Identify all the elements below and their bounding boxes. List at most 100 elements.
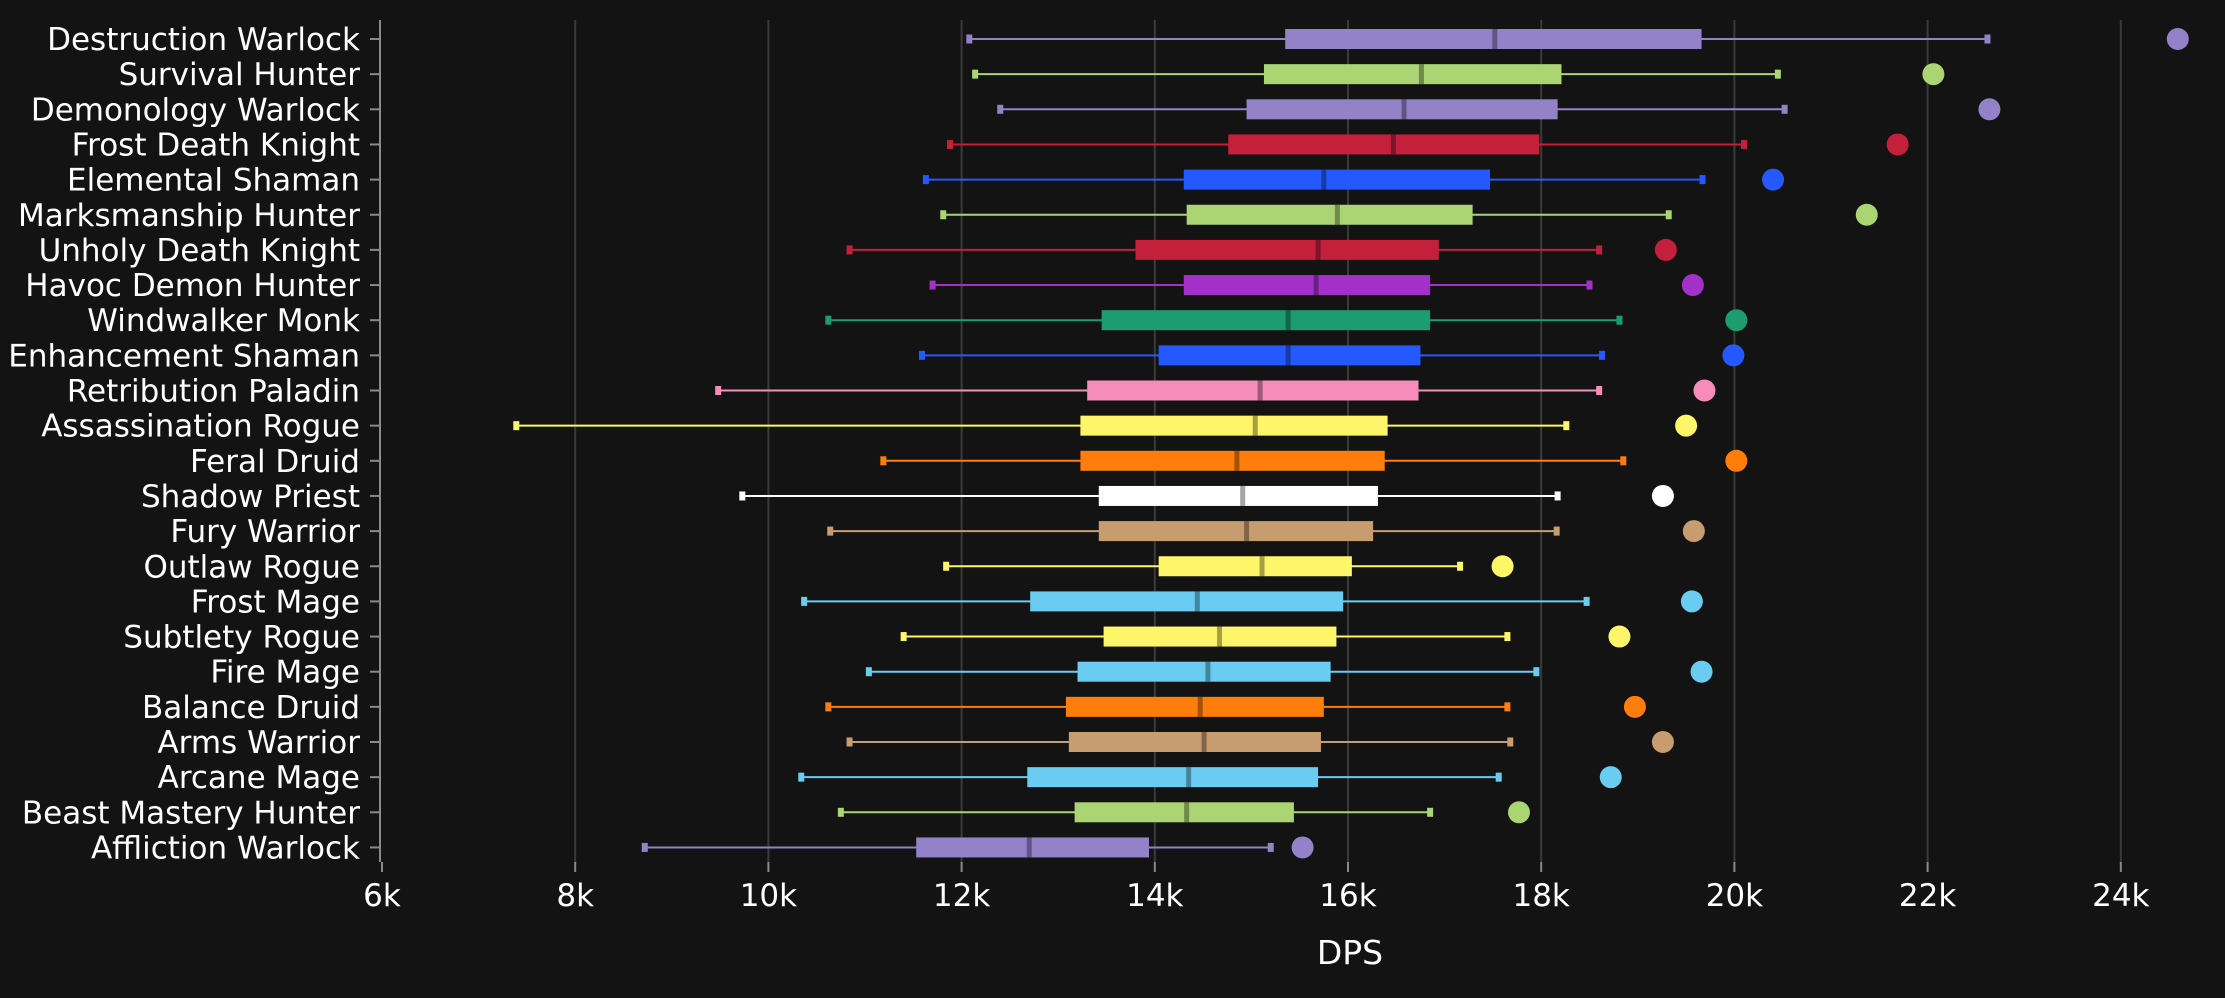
iqr-box: [1027, 767, 1319, 788]
iqr-box: [1087, 380, 1419, 401]
median-marker: [1285, 345, 1291, 366]
whisker-max-cap: [1596, 245, 1603, 255]
x-tick-label: 18k: [1512, 878, 1569, 914]
outlier-point: [1675, 414, 1698, 437]
whisker-min-cap: [940, 210, 947, 220]
whisker-min-cap: [966, 34, 973, 44]
series-row: Arcane Mage: [158, 760, 1622, 796]
whisker-min-cap: [865, 667, 872, 677]
series-row: Shadow Priest: [141, 479, 1674, 515]
iqr-box: [1263, 64, 1562, 85]
whisker-min-cap: [922, 175, 929, 185]
whisker-max-cap: [1553, 526, 1560, 536]
iqr-box: [1158, 556, 1352, 577]
iqr-box: [1135, 239, 1439, 260]
series-row: Windwalker Monk: [87, 303, 1748, 339]
outlier-point: [1599, 766, 1622, 789]
outlier-point: [1651, 731, 1674, 753]
median-marker: [1244, 521, 1250, 542]
category-label: Unholy Death Knight: [39, 233, 360, 269]
outlier-point: [1693, 379, 1716, 402]
category-label: Arms Warrior: [157, 725, 360, 761]
median-marker: [1390, 134, 1396, 155]
category-label: Fire Mage: [210, 655, 360, 691]
iqr-box: [916, 837, 1150, 858]
grid-layer: [574, 20, 2122, 862]
outlier-point: [1651, 484, 1674, 507]
whisker-min-cap: [846, 737, 853, 747]
whisker-min-cap: [972, 69, 979, 79]
whisker-min-cap: [846, 245, 853, 255]
series-row: Beast Mastery Hunter: [22, 795, 1530, 831]
whisker-min-cap: [801, 596, 808, 606]
whisker-min-cap: [880, 456, 887, 466]
category-label: Assassination Rogue: [41, 409, 360, 445]
x-tick-label: 14k: [1126, 878, 1183, 914]
outlier-point: [1722, 344, 1745, 367]
median-marker: [1315, 239, 1321, 260]
iqr-box: [1080, 415, 1388, 436]
x-tick-label: 24k: [2092, 878, 2149, 914]
whisker-max-cap: [1774, 69, 1781, 79]
x-tick-label: 10k: [740, 878, 797, 914]
median-marker: [1334, 204, 1340, 225]
median-marker: [1186, 767, 1192, 788]
outlier-point: [2166, 28, 2189, 50]
category-label: Survival Hunter: [119, 57, 361, 93]
category-label: Windwalker Monk: [87, 303, 360, 339]
iqr-box: [1098, 485, 1378, 506]
whisker-min-cap: [715, 386, 722, 395]
series-row: Fury Warrior: [170, 514, 1705, 550]
outlier-point: [1623, 695, 1646, 718]
median-marker: [1252, 415, 1258, 436]
whisker-max-cap: [1781, 104, 1788, 114]
series-row: Subtlety Rogue: [123, 620, 1631, 656]
whisker-max-cap: [1533, 667, 1540, 677]
category-label: Demonology Warlock: [31, 92, 360, 128]
iqr-box: [1103, 626, 1337, 647]
median-marker: [1321, 169, 1327, 190]
outlier-point: [1507, 801, 1530, 824]
outlier-point: [1654, 238, 1677, 261]
whisker-min-cap: [900, 632, 907, 642]
series-row: Frost Death Knight: [72, 127, 1909, 163]
whisker-max-cap: [1554, 491, 1561, 501]
category-label: Balance Druid: [142, 690, 360, 726]
whisker-min-cap: [997, 104, 1004, 114]
x-tick-label: 6k: [363, 878, 401, 914]
median-marker: [1313, 275, 1319, 296]
median-marker: [1205, 661, 1211, 682]
category-label: Feral Druid: [190, 444, 360, 480]
category-label: Arcane Mage: [158, 760, 360, 796]
outlier-point: [1491, 555, 1514, 578]
whisker-min-cap: [929, 280, 936, 290]
whisker-max-cap: [1507, 737, 1514, 747]
whisker-min-cap: [739, 491, 746, 501]
series-row: Survival Hunter: [119, 57, 1945, 93]
whisker-max-cap: [1563, 421, 1570, 431]
category-label: Shadow Priest: [141, 479, 360, 515]
series-row: Frost Mage: [191, 584, 1703, 620]
whisker-min-cap: [513, 421, 520, 431]
series-row: Fire Mage: [210, 655, 1713, 691]
series-row: Unholy Death Knight: [39, 233, 1677, 269]
iqr-box: [1065, 696, 1324, 717]
category-label: Frost Death Knight: [72, 127, 360, 163]
outlier-point: [1682, 520, 1705, 543]
median-marker: [1234, 450, 1240, 471]
whisker-max-cap: [1665, 210, 1672, 220]
whisker-max-cap: [1620, 456, 1627, 466]
series-row: Demonology Warlock: [31, 92, 2001, 128]
category-label: Retribution Paladin: [67, 374, 360, 410]
category-label: Outlaw Rogue: [143, 549, 360, 585]
median-marker: [1240, 485, 1246, 506]
outlier-point: [1725, 449, 1748, 472]
whisker-max-cap: [1616, 315, 1623, 325]
iqr-box: [1077, 661, 1331, 682]
series-row: Havoc Demon Hunter: [25, 268, 1704, 304]
median-marker: [1257, 380, 1263, 401]
x-tick-label: 22k: [1899, 878, 1956, 914]
outlier-point: [1681, 274, 1704, 297]
x-tick-label: 20k: [1706, 878, 1763, 914]
